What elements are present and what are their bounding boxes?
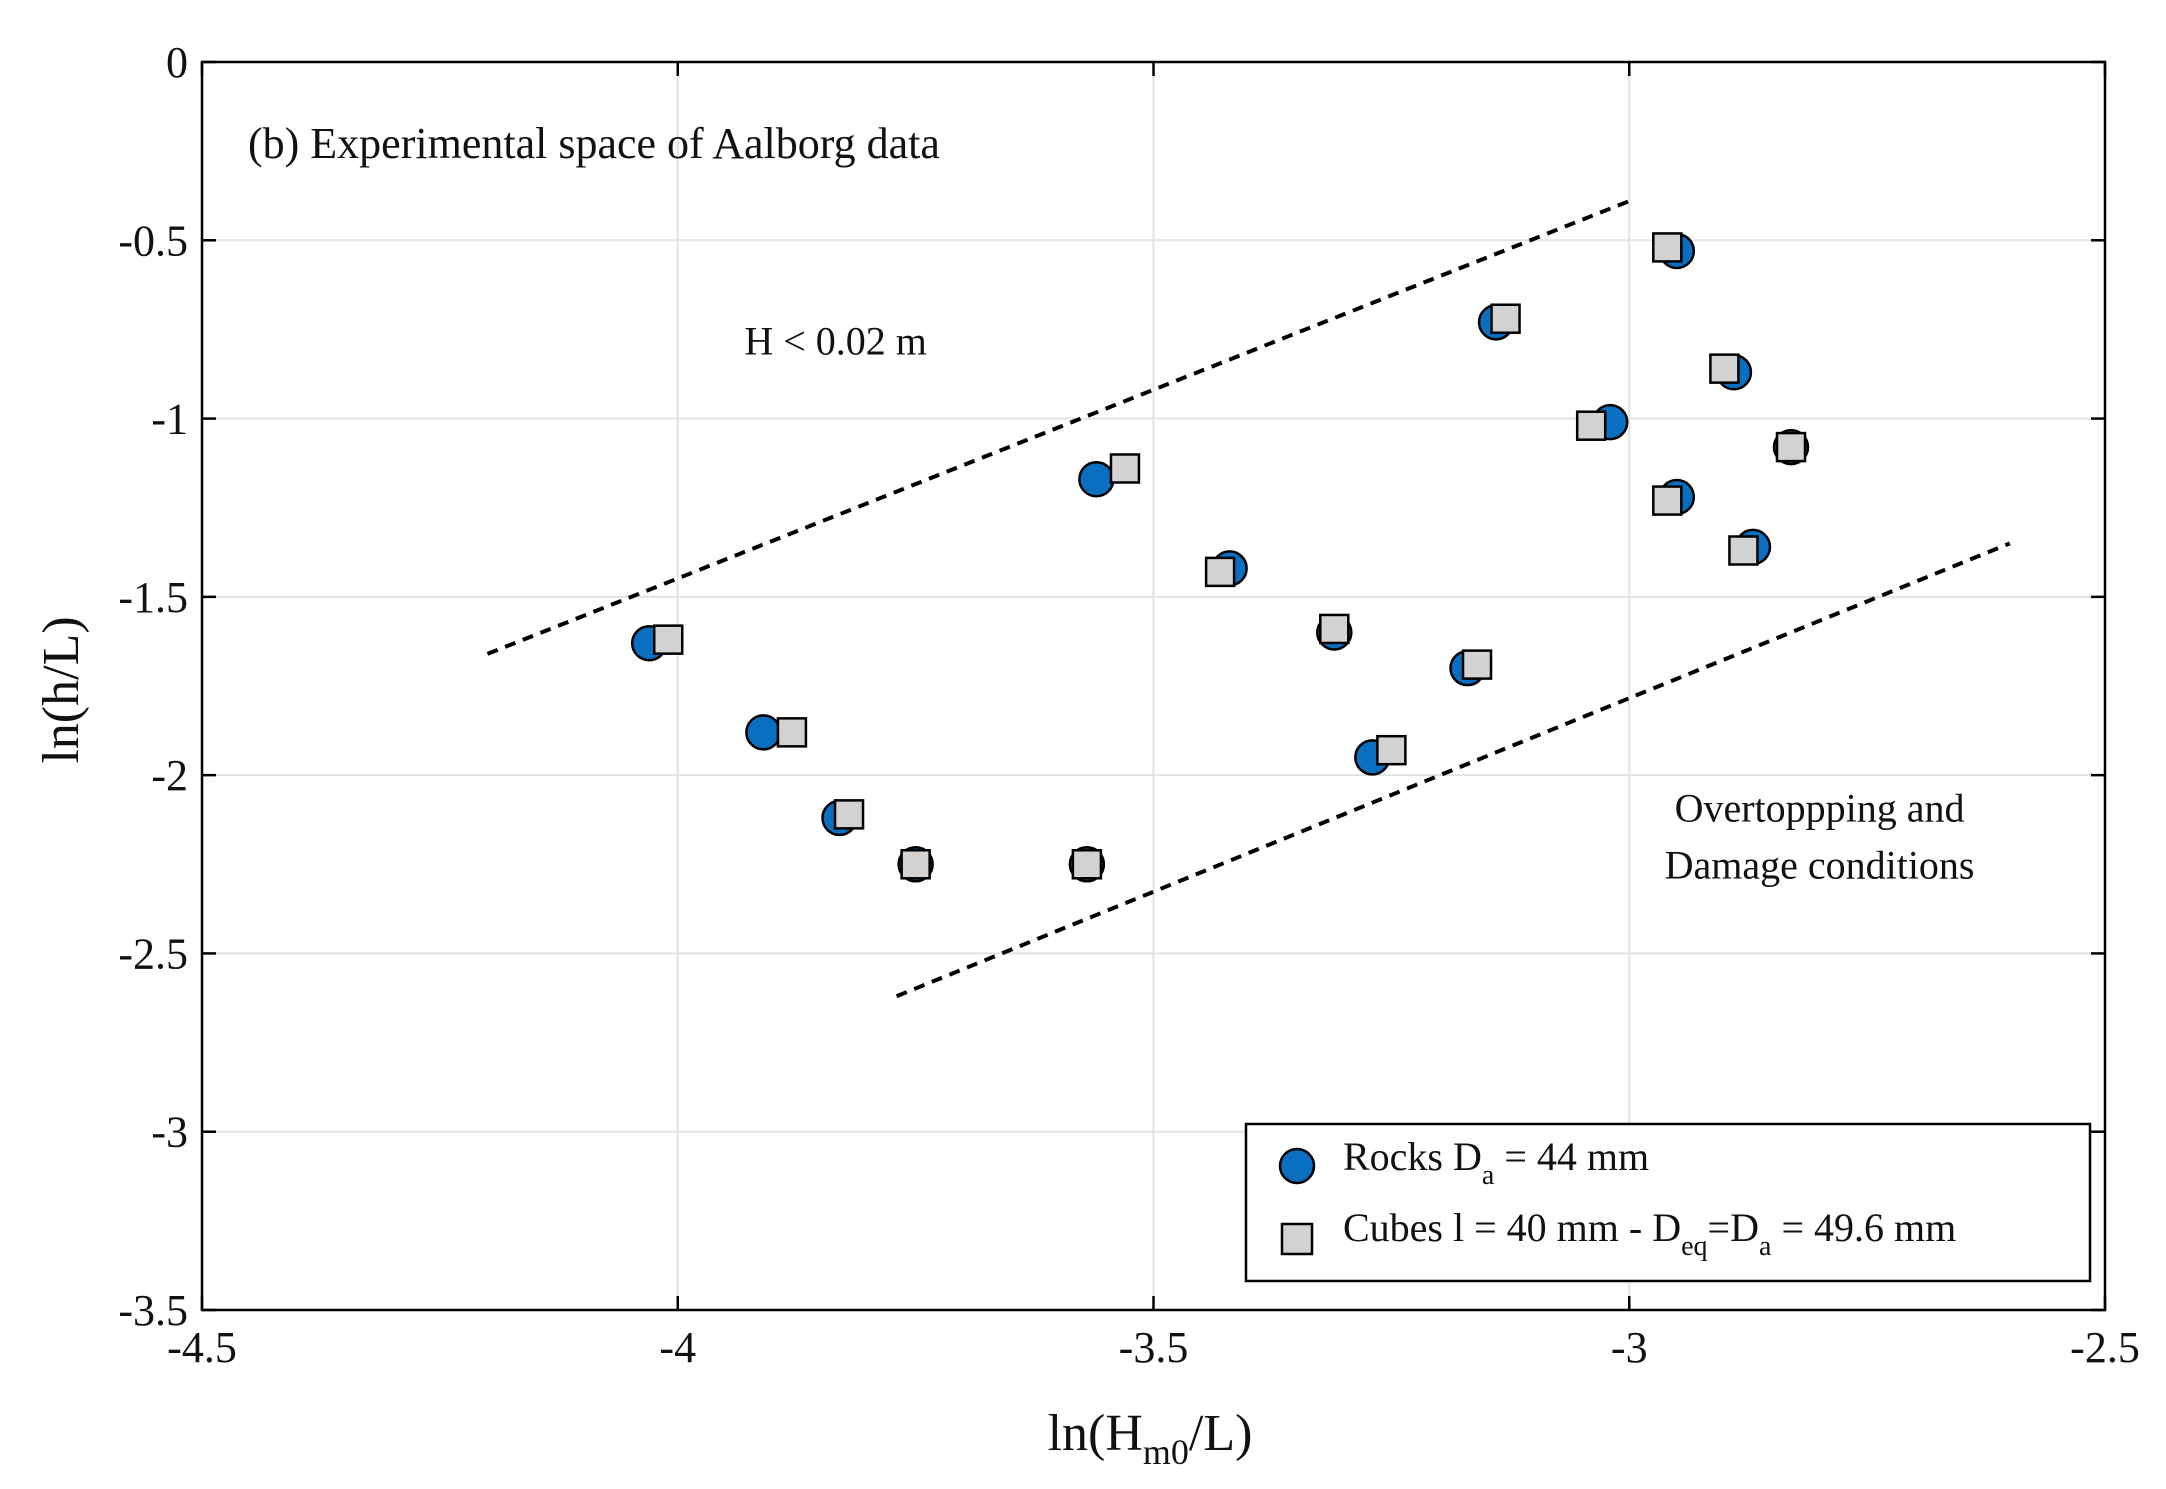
cubes-point <box>1319 613 1350 645</box>
x-tick-label: -3 <box>1611 1323 1648 1372</box>
legend: Rocks Da = 44 mm Cubes l = 40 mm - Deq=D… <box>1244 1122 2092 1283</box>
cubes-point <box>1109 453 1141 484</box>
y-tick-label: -1.5 <box>118 573 188 622</box>
rocks-point <box>745 714 782 751</box>
cubes-point <box>1204 556 1236 588</box>
boundary-line-lower-bound <box>895 541 2011 999</box>
y-tick-label: -2 <box>151 751 188 800</box>
chart-title: (b) Experimental space of Aalborg data <box>248 119 940 168</box>
cubes-point <box>1461 649 1493 680</box>
legend-rocks-subscript: a <box>1482 1160 1495 1191</box>
cubes-point <box>1652 232 1683 263</box>
x-tick-label: -4 <box>659 1323 696 1372</box>
rocks-point <box>1078 460 1115 498</box>
x-tick-label: -3.5 <box>1119 1323 1189 1372</box>
legend-rocks-marker <box>1278 1147 1316 1185</box>
y-axis-title: ln(h/L) <box>33 616 90 763</box>
cubes-point <box>1728 535 1759 566</box>
legend-cubes-value: = 49.6 mm <box>1771 1205 1956 1250</box>
cubes-point <box>1652 485 1683 516</box>
legend-cubes-subscript-a: a <box>1759 1231 1772 1262</box>
legend-rocks-label: Rocks Da = 44 mm <box>1343 1134 1649 1191</box>
annotation-overtopping-line-2: Damage conditions <box>1665 843 1975 888</box>
legend-box <box>1244 1122 2092 1283</box>
x-tick-label: -2.5 <box>2070 1323 2140 1372</box>
axis-ticks: -4.5 -4 -3.5 -3 -2.5 0 -0.5 -1 -1.5 -2 -2.5 -3 -3.5 <box>118 38 2139 1372</box>
cubes-point <box>833 799 865 830</box>
y-tick-label: -0.5 <box>118 216 188 265</box>
legend-rocks-text: Rocks D <box>1343 1134 1482 1179</box>
grid-lines <box>202 62 2105 1310</box>
legend-rocks-value: = 44 mm <box>1494 1134 1649 1179</box>
y-tick-label: -3.5 <box>118 1286 188 1335</box>
x-axis-title-subscript: m0 <box>1143 1432 1189 1472</box>
x-axis-title: ln(Hm0/L) <box>1048 1405 1253 1472</box>
data-markers <box>630 232 1810 883</box>
x-axis-title-tail: /L) <box>1189 1405 1253 1462</box>
cubes-point <box>1376 734 1407 766</box>
y-tick-label: -3 <box>151 1108 188 1157</box>
annotation-wave-height-limit: H < 0.02 m <box>744 318 927 363</box>
y-tick-label: 0 <box>166 38 188 87</box>
cubes-point <box>1490 303 1521 334</box>
x-axis-title-main: ln(H <box>1048 1405 1143 1462</box>
legend-cubes-subscript-eq: eq <box>1681 1231 1707 1262</box>
cubes-point <box>776 717 808 748</box>
cubes-point <box>1775 431 1807 463</box>
cubes-point <box>652 624 684 655</box>
boundary-line-upper-bound <box>486 199 1630 656</box>
cubes-point <box>1709 353 1740 384</box>
legend-cubes-equals: =D <box>1708 1205 1759 1250</box>
legend-cubes-marker <box>1280 1222 1314 1256</box>
boundary-lines <box>486 199 2011 999</box>
y-tick-label: -1 <box>151 395 188 444</box>
y-tick-label: -2.5 <box>118 929 188 978</box>
legend-cubes-text: Cubes l = 40 mm - D <box>1343 1205 1681 1250</box>
cubes-point <box>1071 849 1103 880</box>
cubes-point <box>900 849 931 880</box>
cubes-point <box>1575 410 1607 441</box>
legend-cubes-label: Cubes l = 40 mm - Deq=Da = 49.6 mm <box>1343 1205 1956 1262</box>
annotation-overtopping-line-1: Overtoppping and <box>1675 785 1965 830</box>
x-tick-label: -4.5 <box>167 1323 237 1372</box>
